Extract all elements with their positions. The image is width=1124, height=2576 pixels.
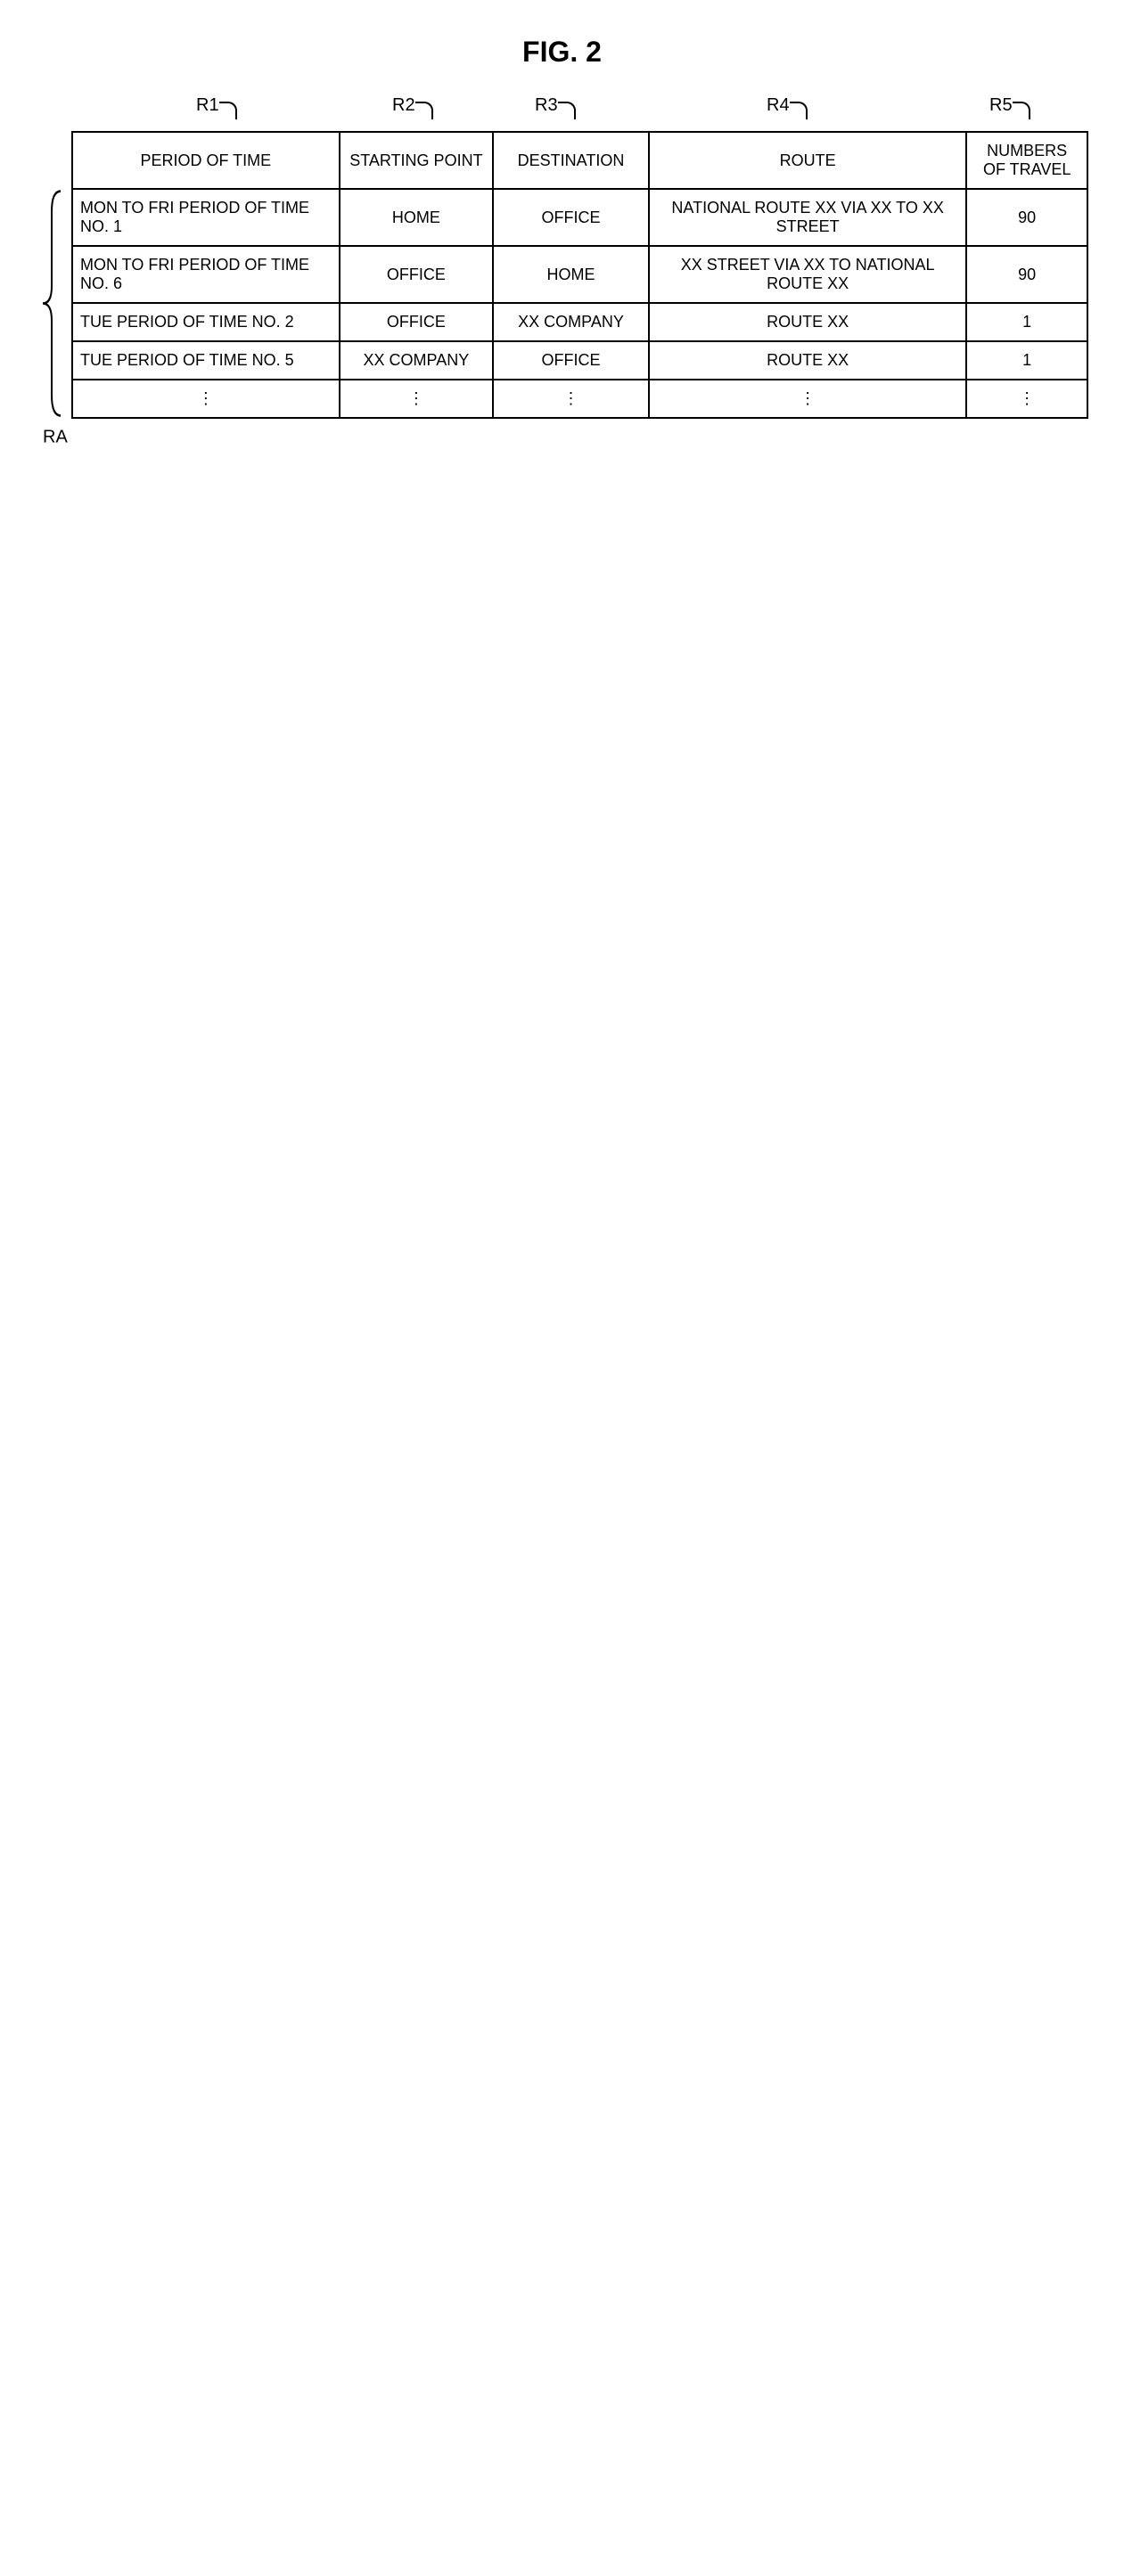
cell-dest: ⋮ <box>493 380 649 418</box>
cell-period: MON TO FRI PERIOD OF TIME NO. 6 <box>72 246 340 303</box>
cell-count: 1 <box>966 303 1087 341</box>
column-labels-row: R1 R2 R3 R4 R5 <box>71 95 1088 131</box>
cell-dest: OFFICE <box>493 341 649 380</box>
cell-start: HOME <box>340 189 493 246</box>
cell-route: NATIONAL ROUTE XX VIA XX TO XX STREET <box>649 189 966 246</box>
brace-icon <box>39 189 64 418</box>
col-label-r5-text: R5 <box>989 95 1013 116</box>
hook-icon <box>1013 102 1030 119</box>
cell-count: 90 <box>966 189 1087 246</box>
table-body: MON TO FRI PERIOD OF TIME NO. 1 HOME OFF… <box>72 189 1087 418</box>
cell-start: OFFICE <box>340 303 493 341</box>
col-label-r4: R4 <box>767 95 811 116</box>
table-header-row: PERIOD OF TIME STARTING POINT DESTINATIO… <box>72 132 1087 189</box>
cell-route: ROUTE XX <box>649 341 966 380</box>
cell-route: XX STREET VIA XX TO NATIONAL ROUTE XX <box>649 246 966 303</box>
cell-dest: HOME <box>493 246 649 303</box>
table-row: TUE PERIOD OF TIME NO. 5 XX COMPANY OFFI… <box>72 341 1087 380</box>
hook-icon <box>558 102 576 119</box>
cell-dest: XX COMPANY <box>493 303 649 341</box>
hook-icon <box>790 102 808 119</box>
header-route: ROUTE <box>649 132 966 189</box>
data-table: PERIOD OF TIME STARTING POINT DESTINATIO… <box>71 131 1088 419</box>
col-label-r2-text: R2 <box>392 95 415 116</box>
cell-route: ⋮ <box>649 380 966 418</box>
cell-period: MON TO FRI PERIOD OF TIME NO. 1 <box>72 189 340 246</box>
hook-icon <box>219 102 237 119</box>
cell-start: XX COMPANY <box>340 341 493 380</box>
side-brace <box>39 189 64 418</box>
cell-period: TUE PERIOD OF TIME NO. 5 <box>72 341 340 380</box>
table-row: MON TO FRI PERIOD OF TIME NO. 1 HOME OFF… <box>72 189 1087 246</box>
cell-period: ⋮ <box>72 380 340 418</box>
table-row: TUE PERIOD OF TIME NO. 2 OFFICE XX COMPA… <box>72 303 1087 341</box>
table-container: R1 R2 R3 R4 R5 PERIOD OF TIME STARTING P… <box>36 95 1088 463</box>
col-label-r5: R5 <box>989 95 1034 116</box>
header-dest: DESTINATION <box>493 132 649 189</box>
table-row: MON TO FRI PERIOD OF TIME NO. 6 OFFICE H… <box>72 246 1087 303</box>
col-label-r1-text: R1 <box>196 95 219 116</box>
header-count: NUMBERS OF TRAVEL <box>966 132 1087 189</box>
cell-start: OFFICE <box>340 246 493 303</box>
cell-period: TUE PERIOD OF TIME NO. 2 <box>72 303 340 341</box>
header-start: STARTING POINT <box>340 132 493 189</box>
hook-icon <box>415 102 433 119</box>
col-label-r1: R1 <box>196 95 241 116</box>
header-period: PERIOD OF TIME <box>72 132 340 189</box>
col-label-r3: R3 <box>535 95 579 116</box>
table-row: ⋮ ⋮ ⋮ ⋮ ⋮ <box>72 380 1087 418</box>
cell-dest: OFFICE <box>493 189 649 246</box>
cell-count: ⋮ <box>966 380 1087 418</box>
col-label-r2: R2 <box>392 95 437 116</box>
col-label-r4-text: R4 <box>767 95 790 116</box>
cell-count: 90 <box>966 246 1087 303</box>
cell-count: 1 <box>966 341 1087 380</box>
side-label: RA <box>43 428 68 448</box>
col-label-r3-text: R3 <box>535 95 558 116</box>
cell-start: ⋮ <box>340 380 493 418</box>
figure-title: FIG. 2 <box>36 36 1088 69</box>
cell-route: ROUTE XX <box>649 303 966 341</box>
